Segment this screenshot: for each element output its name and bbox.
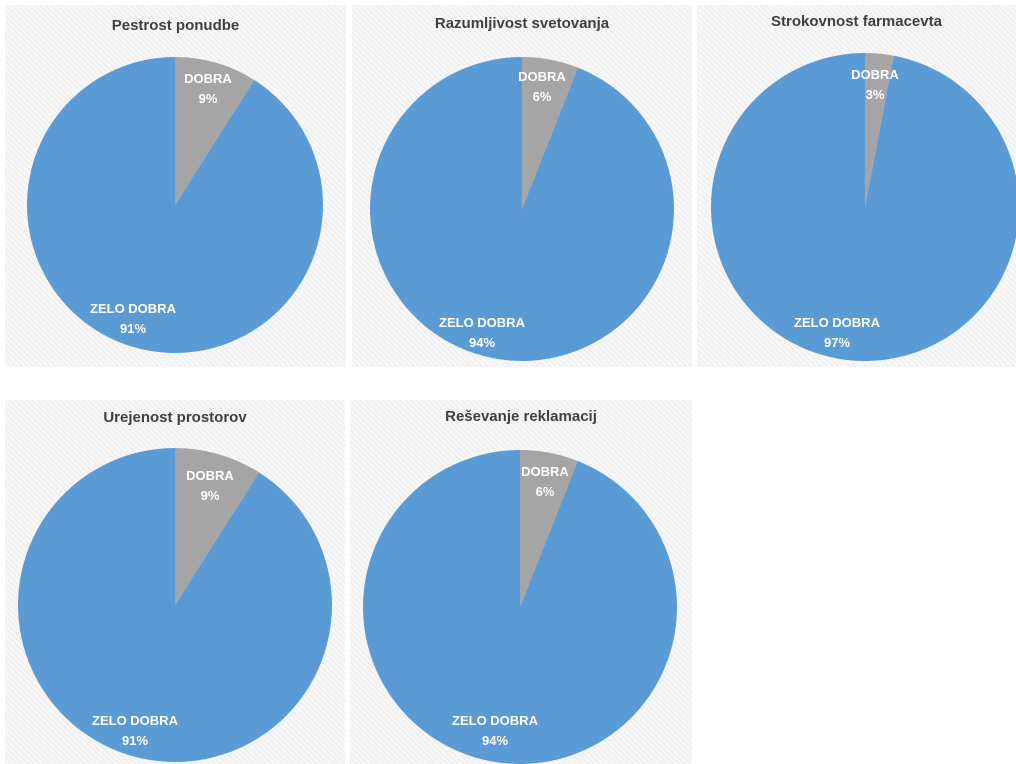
data-label-zelo-dobra: ZELO DOBRA [794,315,881,330]
data-value-zelo-dobra: 91% [122,733,148,748]
data-label-dobra: DOBRA [184,71,232,86]
data-label-zelo-dobra: ZELO DOBRA [90,301,177,316]
chart-panel-razumljivost-svetovanja: Razumljivost svetovanja DOBRA 6% ZELO DOBR… [352,5,692,367]
pie-slice-zelo-dobra [17,448,332,762]
pie-slice-dobra [175,57,255,205]
chart-panel-pestrost-ponudbe: Pestrost ponudbe DOBRA 9% ZELO DOBRA 91% [5,5,346,367]
chart-title: Razumljivost svetovanja [434,15,610,32]
data-label-dobra: DOBRA [521,464,569,479]
pie-chart: DOBRA 9% ZELO DOBRA 91% [17,448,332,762]
data-value-dobra: 9% [199,91,218,106]
pie-slice-dobra [175,448,260,605]
pie-slice-dobra [520,450,578,607]
data-value-dobra: 6% [536,484,555,499]
data-label-dobra: DOBRA [851,67,899,82]
data-label-dobra: DOBRA [186,468,234,483]
chart-title: Pestrost ponudbe [111,17,240,34]
data-value-zelo-dobra: 91% [120,321,146,336]
pie-chart: DOBRA 6% ZELO DOBRA 94% [370,57,675,362]
pie-chart: DOBRA 9% ZELO DOBRA 91% [26,57,323,353]
pie-chart: DOBRA 3% ZELO DOBRA 97% [711,53,1016,361]
pie-slice-zelo-dobra [362,450,677,764]
data-label-dobra: DOBRA [518,69,566,84]
pie-chart: DOBRA 6% ZELO DOBRA 94% [362,450,677,764]
chart-panel-strokovnost-farmacevta: Strokovnost farmacevta DOBRA 3% ZELO DOBRA… [697,5,1016,367]
data-value-dobra: 6% [533,89,552,104]
data-value-zelo-dobra: 94% [482,733,508,748]
data-label-zelo-dobra: ZELO DOBRA [452,713,539,728]
data-value-dobra: 9% [201,488,220,503]
chart-panel-resevanje-reklamacij: Reševanje reklamacij DOBRA 6% ZELO DOBRA 94… [350,400,692,764]
chart-title: Urejenost prostorov [103,409,247,426]
chart-title: Reševanje reklamacij [445,408,597,425]
pie-slice-zelo-dobra [26,57,323,353]
data-value-zelo-dobra: 97% [824,335,850,350]
data-label-zelo-dobra: ZELO DOBRA [92,713,179,728]
pie-slice-zelo-dobra [711,53,1016,361]
chart-title: Strokovnost farmacevta [771,13,942,30]
pie-slice-dobra [865,53,894,207]
chart-panel-urejenost-prostorov: Urejenost prostorov DOBRA 9% ZELO DOBRA 91% [5,400,345,764]
data-value-zelo-dobra: 94% [469,335,495,350]
pie-slice-dobra [522,57,578,209]
data-label-zelo-dobra: ZELO DOBRA [439,315,526,330]
data-value-dobra: 3% [866,87,885,102]
pie-slice-zelo-dobra [370,57,675,362]
